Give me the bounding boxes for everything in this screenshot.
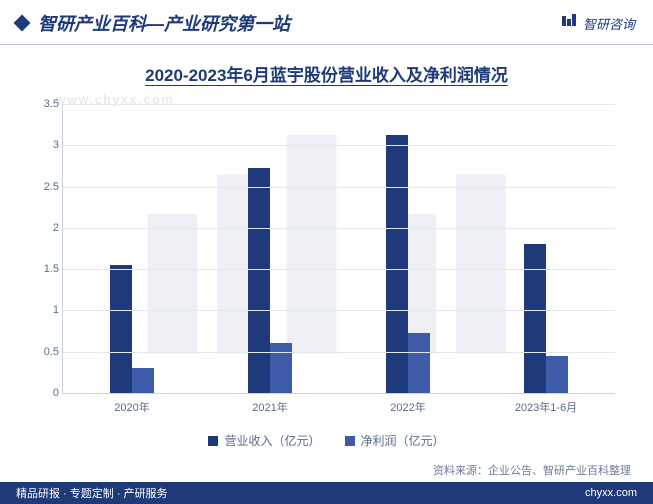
footer-bar: 精品研报 · 专题定制 · 产研服务 chyxx.com xyxy=(0,482,653,504)
chart-legend: 营业收入（亿元） 净利润（亿元） xyxy=(0,432,653,449)
x-tick-label: 2023年1-6月 xyxy=(515,399,577,415)
chart-area: 2020年2021年2022年2023年1-6月 00.511.522.533.… xyxy=(28,104,625,424)
x-tick-label: 2020年 xyxy=(114,399,149,415)
bar xyxy=(132,368,154,393)
y-tick-label: 0.5 xyxy=(33,346,59,358)
bar-group: 2021年 xyxy=(248,168,292,393)
bar xyxy=(110,265,132,393)
header-right: 智研咨询 xyxy=(561,13,635,34)
header-bar: 智研产业百科—产业研究第一站 智研咨询 xyxy=(0,0,653,45)
bar xyxy=(386,135,408,394)
header-left: 智研产业百科—产业研究第一站 xyxy=(16,10,290,36)
gridline xyxy=(63,145,615,146)
bar-group: 2020年 xyxy=(110,265,154,393)
y-tick-label: 1 xyxy=(33,304,59,316)
plot-area: 2020年2021年2022年2023年1-6月 00.511.522.533.… xyxy=(62,104,615,394)
y-tick-label: 2 xyxy=(33,222,59,234)
legend-swatch xyxy=(208,436,218,446)
brand-icon xyxy=(561,13,577,34)
gridline xyxy=(63,352,615,353)
y-tick-label: 3.5 xyxy=(33,98,59,110)
site-title: 智研产业百科—产业研究第一站 xyxy=(38,10,290,36)
footer-right: chyxx.com xyxy=(585,487,637,499)
bar xyxy=(408,333,430,393)
y-tick-label: 3 xyxy=(33,139,59,151)
bar xyxy=(524,244,546,393)
y-tick-label: 2.5 xyxy=(33,181,59,193)
legend-item: 净利润（亿元） xyxy=(345,432,445,449)
source-note: 资料来源：企业公告、智研产业百科整理 xyxy=(433,462,631,478)
legend-label: 营业收入（亿元） xyxy=(224,432,320,449)
bar xyxy=(248,168,270,393)
bar xyxy=(546,356,568,393)
bar-groups: 2020年 2021年 2022年 2023年1-6月 xyxy=(63,104,615,393)
y-tick-label: 1.5 xyxy=(33,263,59,275)
chart-title: 2020-2023年6月蓝宇股份营业收入及净利润情况 xyxy=(0,61,653,86)
bar-group: 2023年1-6月 xyxy=(524,244,568,393)
diamond-icon xyxy=(14,15,31,32)
legend-label: 净利润（亿元） xyxy=(361,432,445,449)
y-tick-label: 0 xyxy=(33,387,59,399)
gridline xyxy=(63,228,615,229)
gridline xyxy=(63,269,615,270)
brand-label: 智研咨询 xyxy=(583,14,635,33)
legend-swatch xyxy=(345,436,355,446)
gridline xyxy=(63,310,615,311)
gridline xyxy=(63,104,615,105)
x-tick-label: 2021年 xyxy=(252,399,287,415)
footer-left: 精品研报 · 专题定制 · 产研服务 xyxy=(16,485,168,501)
legend-item: 营业收入（亿元） xyxy=(208,432,320,449)
x-tick-label: 2022年 xyxy=(390,399,425,415)
gridline xyxy=(63,187,615,188)
bar-group: 2022年 xyxy=(386,135,430,394)
